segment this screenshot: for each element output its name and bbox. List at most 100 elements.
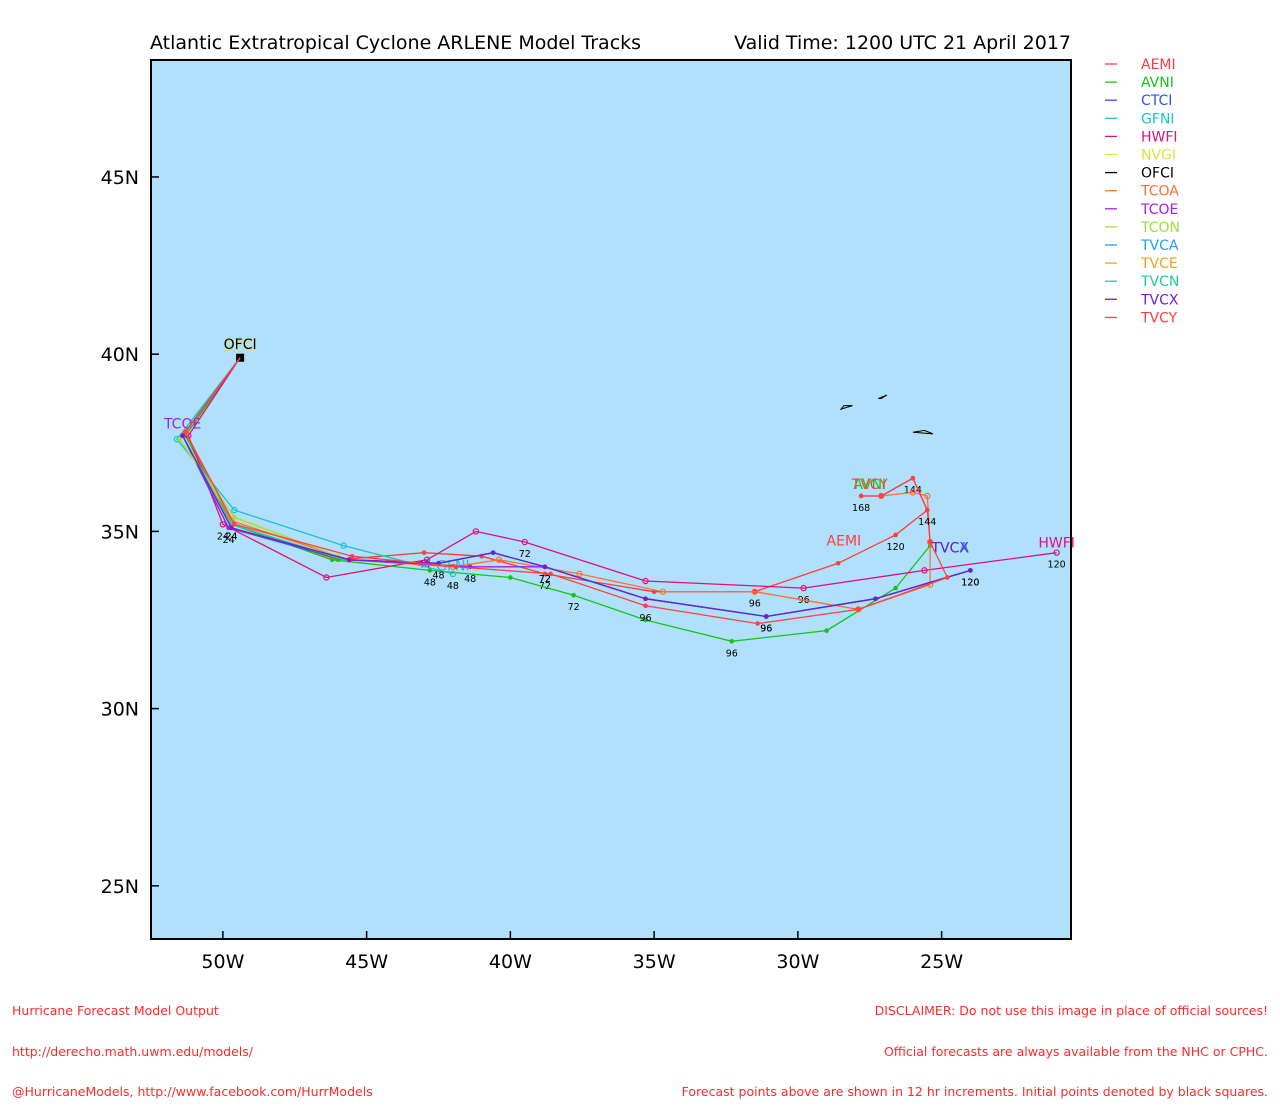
- model-name-label: TVCA: [931, 541, 970, 557]
- forecast-point: [495, 556, 503, 563]
- legend-entry: TVCE: [1105, 256, 1178, 272]
- legend-label: OFCI: [1141, 166, 1174, 182]
- forecast-hour-label: 24: [217, 531, 229, 542]
- footer-credits: Hurricane Forecast Model Output http://d…: [12, 977, 373, 1112]
- forecast-point: [180, 433, 185, 439]
- forecast-hour-label: 48: [432, 570, 444, 581]
- forecast-point: [927, 539, 933, 545]
- azores-islands: [839, 394, 934, 435]
- model-name-label: TCOE: [163, 417, 201, 433]
- forecast-hour-label: 72: [539, 574, 551, 585]
- legend-entry: TVCA: [1105, 238, 1179, 254]
- legend-label: TCOE: [1140, 202, 1178, 218]
- legend-label: TVCY: [1140, 310, 1178, 326]
- forecast-hour-label: 96: [749, 599, 761, 610]
- footer-disclaimer: DISCLAIMER: Do not use this image in pla…: [682, 977, 1268, 1112]
- y-tick-label: 30N: [101, 699, 139, 721]
- legend-label: TVCE: [1140, 256, 1178, 272]
- forecast-point: [349, 553, 355, 559]
- forecast-hour-label: 144: [918, 517, 936, 528]
- axes: 50W 45W 40W 35W 30W 25W 25N 30N 35N 40N 45N: [101, 59, 1072, 973]
- x-tick-label: 50W: [201, 951, 244, 973]
- forecast-point: [855, 607, 861, 612]
- forecast-point: [924, 492, 931, 500]
- forecast-hour-label: 24: [223, 535, 235, 546]
- forecast-hour-label: 96: [760, 623, 772, 634]
- legend-entry: TCOE: [1105, 202, 1178, 218]
- legend-label: GFNI: [1141, 111, 1175, 127]
- forecast-point: [878, 493, 884, 499]
- y-tick-label: 35N: [101, 521, 139, 543]
- legend-label: AVNI: [1141, 75, 1174, 91]
- legend-entry: TCOA: [1105, 184, 1179, 200]
- forecast-point: [427, 568, 433, 573]
- legend-entry: TVCY: [1105, 310, 1178, 326]
- forecast-hour-label: 96: [760, 623, 772, 634]
- forecast-point: [219, 521, 227, 528]
- forecast-hour-label: 72: [539, 581, 551, 592]
- legend-label: CTCI: [1141, 93, 1172, 109]
- forecast-point: [659, 588, 666, 595]
- model-name-label: AVNI: [853, 477, 886, 493]
- x-tick-label: 40W: [489, 951, 532, 973]
- island-shape: [839, 405, 853, 411]
- forecast-hour-label: 120: [961, 577, 979, 588]
- footer-line: @HurricaneModels, http://www.facebook.co…: [12, 1084, 373, 1099]
- track-line: [176, 357, 454, 575]
- forecast-point: [232, 522, 237, 527]
- forecast-point: [347, 557, 352, 563]
- x-tick-label: 45W: [345, 951, 388, 973]
- footer-line: Official forecasts are always available …: [883, 1043, 1268, 1059]
- forecast-point: [521, 538, 528, 546]
- forecast-hour-label: 120: [961, 577, 979, 588]
- legend-label: TVCX: [1140, 292, 1179, 308]
- model-name-label: AEMI: [827, 534, 862, 550]
- model-name-label: TVCY: [851, 477, 889, 493]
- forecast-point: [229, 525, 234, 531]
- legend: AEMI AVNI CTCI GFNI HWFI NVGI OFCI TCOA TCOE TCON…: [1105, 57, 1180, 326]
- forecast-point: [642, 577, 649, 585]
- island-shape: [878, 394, 888, 399]
- legend-label: AEMI: [1141, 57, 1176, 73]
- forecast-point: [1053, 549, 1060, 556]
- model-name-label: OFCI: [224, 337, 257, 353]
- x-tick-label: 35W: [633, 951, 676, 973]
- forecast-point: [329, 557, 335, 563]
- forecast-hour-label: 48: [447, 581, 459, 592]
- island-shape: [912, 429, 934, 435]
- forecast-point: [576, 570, 583, 578]
- forecast-point: [800, 584, 807, 592]
- y-tick-label: 25N: [101, 876, 139, 898]
- legend-entry: TVCN: [1105, 274, 1179, 290]
- forecast-point: [453, 564, 459, 570]
- plot-frame: [150, 59, 1072, 940]
- legend-label: NVGI: [1141, 148, 1176, 164]
- forecast-hour-label: 96: [726, 648, 738, 659]
- track-chart: Atlantic Extratropical Cyclone ARLENE Mo…: [101, 32, 1180, 973]
- forecast-hour-label: 48: [464, 574, 476, 585]
- forecast-point: [177, 436, 183, 442]
- forecast-point: [472, 528, 480, 535]
- model-name-label: TVCX: [931, 541, 970, 557]
- forecast-point: [763, 614, 769, 619]
- legend-entry: AEMI: [1105, 57, 1176, 73]
- legend-entry: GFNI: [1105, 111, 1175, 127]
- forecast-hour-label: 96: [639, 613, 651, 624]
- forecast-point: [729, 638, 735, 644]
- forecast-point: [542, 564, 548, 570]
- legend-entry: HWFI: [1105, 129, 1178, 145]
- forecast-point: [508, 575, 513, 580]
- legend-entry: AVNI: [1105, 75, 1174, 91]
- forecast-point: [893, 585, 898, 591]
- ocean-area: [151, 60, 1071, 939]
- legend-label: HWFI: [1141, 129, 1178, 145]
- legend-label: TVCA: [1140, 238, 1179, 254]
- track-tvcy: 96 144 TVCY: [183, 357, 950, 626]
- forecast-point: [909, 489, 917, 496]
- legend-label: TCOA: [1140, 184, 1179, 200]
- forecast-point: [755, 621, 760, 626]
- forecast-point: [643, 596, 648, 602]
- forecast-point: [835, 560, 841, 566]
- forecast-hour-label: 144: [904, 485, 922, 496]
- model-tracks: 24487296120144168AEMI24487296AVNI48GFNI2…: [163, 337, 1075, 659]
